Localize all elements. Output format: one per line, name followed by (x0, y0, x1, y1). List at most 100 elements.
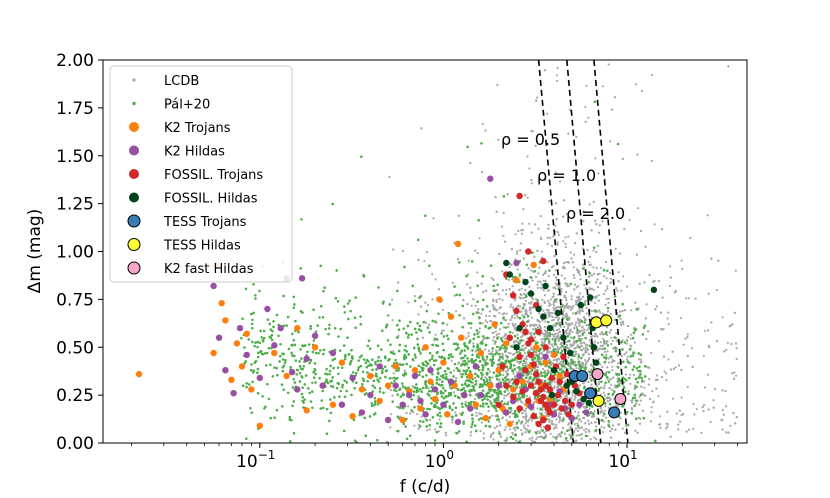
lcdb-point (578, 300, 581, 303)
lcdb-point (502, 416, 505, 419)
lcdb-point (535, 438, 538, 441)
lcdb-point (552, 264, 555, 267)
lcdb-point (469, 162, 472, 165)
lcdb-point (434, 278, 437, 281)
lcdb-point (596, 335, 599, 338)
lcdb-point (578, 434, 581, 437)
lcdb-point (564, 242, 567, 245)
lcdb-point (729, 424, 732, 427)
lcdb-point (480, 413, 483, 416)
lcdb-point (441, 308, 445, 311)
lcdb-point (583, 301, 586, 304)
lcdb-point (475, 411, 478, 414)
lcdb-point (721, 428, 724, 431)
lcdb-point (508, 415, 511, 418)
lcdb-point (701, 406, 704, 409)
lcdb-point (660, 228, 664, 231)
lcdb-point (582, 295, 585, 298)
lcdb-point (606, 285, 609, 288)
lcdb-point (686, 336, 689, 339)
lcdb-point (734, 342, 738, 345)
lcdb-point (482, 290, 485, 293)
lcdb-point (595, 385, 599, 388)
lcdb-point (499, 306, 502, 309)
lcdb-point (630, 407, 634, 410)
lcdb-point (612, 424, 615, 427)
lcdb-point (503, 394, 506, 397)
lcdb-point (709, 420, 712, 423)
lcdb-point (530, 296, 534, 299)
lcdb-point (457, 361, 461, 364)
lcdb-point (528, 309, 532, 312)
lcdb-point (392, 350, 395, 353)
lcdb-point (554, 230, 557, 233)
lcdb-point (553, 380, 556, 384)
lcdb-point (547, 200, 551, 203)
lcdb-point (637, 207, 640, 210)
lcdb-point (672, 367, 676, 370)
lcdb-point (505, 312, 508, 315)
lcdb-point (578, 312, 581, 315)
lcdb-point (595, 223, 598, 226)
lcdb-point (554, 171, 558, 174)
lcdb-point (551, 315, 554, 319)
lcdb-point (488, 315, 491, 318)
lcdb-point (506, 358, 509, 361)
lcdb-point (549, 432, 552, 435)
lcdb-point (572, 363, 576, 366)
lcdb-point (531, 316, 534, 319)
lcdb-point (651, 73, 654, 76)
lcdb-point (451, 418, 454, 422)
lcdb-point (554, 426, 557, 429)
lcdb-point (481, 322, 484, 325)
lcdb-point (586, 248, 589, 252)
lcdb-point (530, 182, 534, 185)
lcdb-point (629, 382, 632, 385)
lcdb-point (539, 325, 542, 328)
lcdb-point (507, 322, 510, 326)
lcdb-point (590, 368, 593, 371)
lcdb-point (569, 323, 572, 326)
lcdb-point (725, 431, 728, 434)
lcdb-point (491, 376, 494, 379)
lcdb-point (707, 344, 711, 347)
lcdb-point (599, 393, 602, 396)
lcdb-point (641, 409, 644, 412)
lcdb-point (397, 334, 400, 337)
lcdb-point (495, 300, 498, 304)
lcdb-point (612, 347, 615, 350)
lcdb-point (558, 415, 561, 418)
lcdb-point (648, 366, 651, 369)
lcdb-point (570, 397, 573, 400)
lcdb-point (578, 273, 582, 276)
lcdb-point (543, 335, 546, 338)
lcdb-point (618, 310, 622, 313)
lcdb-point (522, 339, 525, 342)
lcdb-point (554, 269, 557, 272)
lcdb-point (584, 120, 587, 123)
lcdb-point (588, 264, 591, 267)
lcdb-point (511, 285, 514, 288)
lcdb-point (622, 275, 625, 278)
lcdb-point (536, 430, 539, 433)
lcdb-point (541, 298, 544, 301)
lcdb-point (520, 400, 523, 403)
lcdb-point (663, 370, 666, 373)
lcdb-point (488, 310, 491, 313)
lcdb-point (574, 242, 577, 245)
lcdb-point (657, 340, 661, 343)
lcdb-point (511, 412, 514, 415)
lcdb-point (640, 89, 644, 93)
lcdb-point (725, 348, 728, 351)
lcdb-point (513, 316, 517, 320)
lcdb-point (548, 371, 552, 374)
lcdb-point (493, 342, 496, 345)
lcdb-point (650, 351, 653, 354)
lcdb-point (599, 344, 603, 348)
lcdb-point (681, 413, 685, 416)
lcdb-point (549, 384, 553, 387)
lcdb-point (575, 434, 578, 437)
lcdb-point (733, 311, 736, 314)
lcdb-point (651, 389, 654, 393)
